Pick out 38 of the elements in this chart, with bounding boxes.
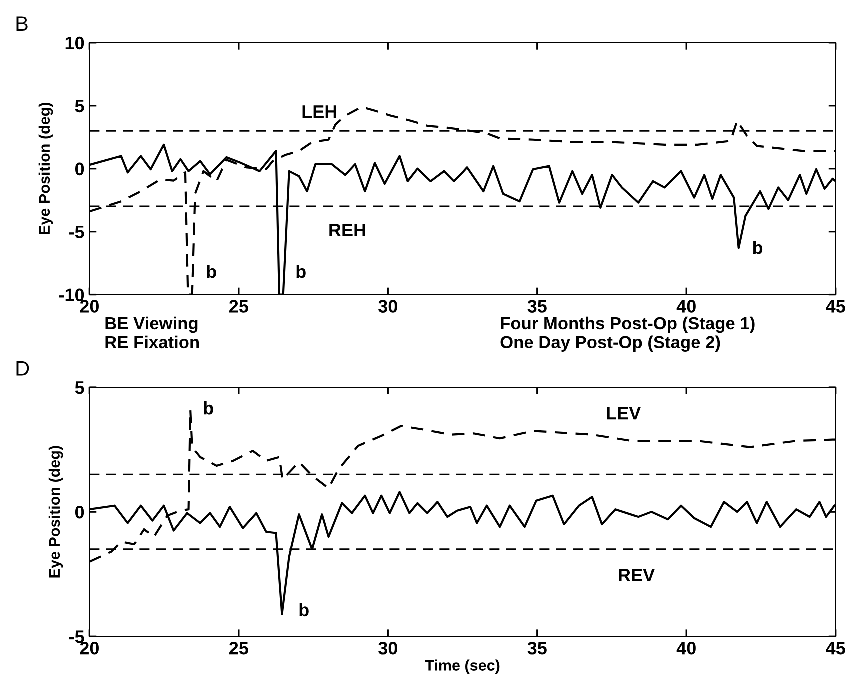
x-tick-label: 40 [676,300,696,313]
y-tick-label: -5 [69,226,84,239]
x-tick-label: 45 [826,642,846,655]
x-tick-label: 40 [676,642,696,655]
x-tick-label: 35 [528,300,547,313]
x-tick-label: 30 [378,642,398,655]
x-tick-label: 20 [80,300,99,313]
y-tick-label: -10 [59,288,84,302]
y-tick-label: 5 [75,100,84,113]
y-axis-title: Eye Position (deg) [48,446,64,578]
x-tick-label: 20 [80,642,99,655]
y-tick-label: -5 [69,630,84,644]
x-tick-label: 25 [229,300,248,313]
annotation: LEH [302,106,336,118]
annotation: REV [619,569,655,582]
annotation: LEV [607,407,642,420]
annotation: b [300,603,309,617]
annotation: b [753,241,763,254]
y-tick-label: 5 [75,382,84,394]
annotation: b [207,264,216,278]
chart-title: D [16,361,30,376]
text: BE Viewing [106,316,198,334]
y-tick-label: 0 [75,506,84,519]
text: RE Fixation [106,336,200,349]
y-axis-title: Eye Position (deg) [38,102,54,234]
x-axis-title: Time (sec) [425,660,500,674]
annotation: b [296,264,306,278]
x-tick-label: 45 [826,300,846,313]
x-tick-label: 35 [528,642,547,655]
text: One Day Post-Op (Stage 2) [500,336,720,352]
chart-title: B [16,16,28,32]
annotation: REH [330,224,366,236]
x-tick-label: 30 [378,300,398,313]
y-tick-label: 10 [66,36,84,50]
x-tick-label: 25 [229,642,248,655]
y-tick-label: 0 [75,162,84,176]
annotation: b [204,402,214,415]
text: Four Months Post-Op (Stage 1) [501,316,755,334]
